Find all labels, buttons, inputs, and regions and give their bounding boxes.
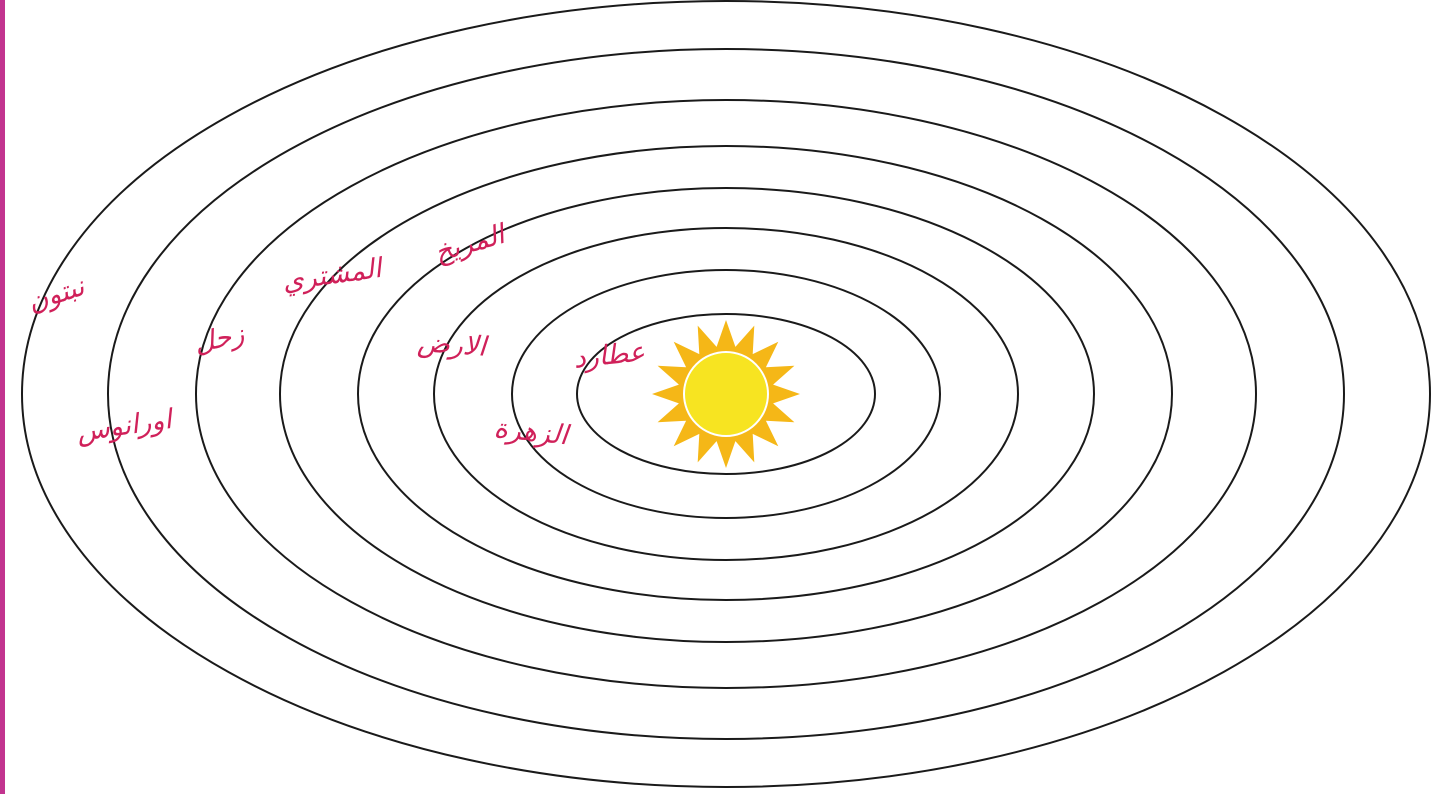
orbit-mercury [576,313,876,475]
label-earth: الارض [416,327,490,363]
orbit-venus [511,269,941,519]
orbit-uranus [107,48,1345,740]
orbit-jupiter [279,145,1173,643]
sun-core [683,351,769,437]
label-neptune: نبتون [24,271,90,319]
label-saturn: زحل [191,319,247,360]
label-uranus: اورانوس [75,404,177,448]
label-jupiter: المشتري [280,252,386,297]
label-mercury: عطارد [572,336,646,374]
label-mars: المريخ [431,218,511,268]
orbit-mars [357,187,1095,601]
orbit-neptune [21,0,1431,788]
orbit-earth [433,227,1019,561]
sun-icon [652,320,800,468]
label-venus: الزهرة [492,413,572,452]
left-frame-border [0,0,5,794]
orbit-saturn [195,99,1257,689]
